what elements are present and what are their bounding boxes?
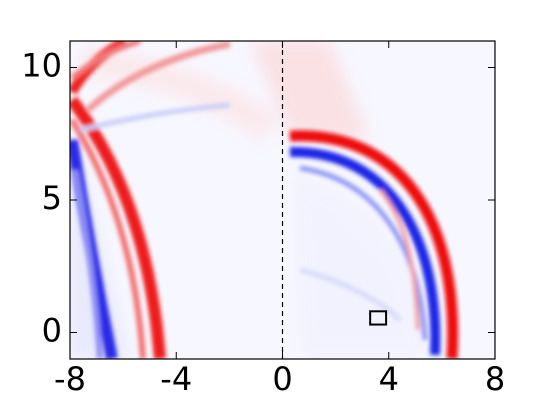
y-tick-label: 0 bbox=[42, 312, 62, 350]
y-tick-label: 5 bbox=[42, 179, 62, 217]
x-tick-label: 8 bbox=[485, 360, 505, 398]
x-tick-label: -4 bbox=[160, 360, 192, 398]
field-image bbox=[70, 41, 495, 359]
x-tick-label: -8 bbox=[54, 360, 86, 398]
y-tick-label: 10 bbox=[21, 47, 62, 85]
x-tick-label: 0 bbox=[272, 360, 292, 398]
region-box bbox=[369, 310, 388, 326]
x-tick-label: 4 bbox=[379, 360, 399, 398]
